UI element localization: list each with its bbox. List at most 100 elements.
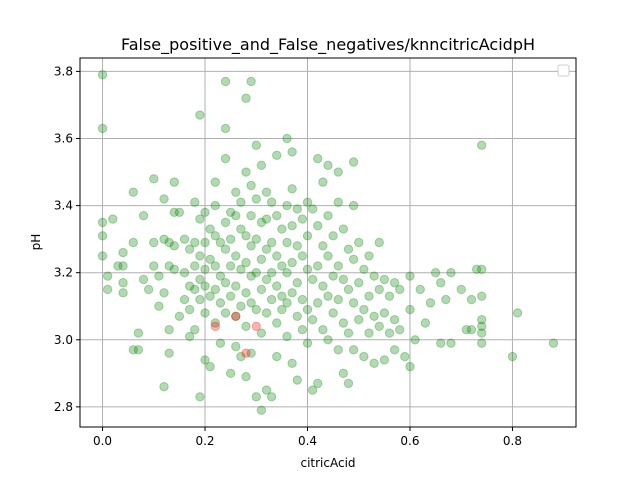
scatter-point-green bbox=[405, 271, 415, 281]
scatter-point-green bbox=[266, 197, 277, 207]
data-points bbox=[97, 70, 559, 415]
x-tick-label: 0.8 bbox=[503, 434, 522, 448]
scatter-point-green bbox=[359, 264, 369, 275]
scatter-point-green bbox=[282, 200, 292, 211]
scatter-point-green bbox=[200, 308, 210, 318]
scatter-point-green bbox=[159, 234, 169, 244]
scatter-point-green bbox=[118, 247, 128, 258]
scatter-point-green bbox=[477, 140, 487, 150]
scatter-point-green bbox=[210, 318, 220, 328]
scatter-point-green bbox=[400, 351, 410, 362]
scatter-point-green bbox=[102, 284, 113, 295]
scatter-point-green bbox=[471, 264, 482, 275]
scatter-point-green bbox=[138, 274, 149, 285]
scatter-point-green bbox=[282, 267, 292, 278]
scatter-point-green bbox=[359, 304, 369, 315]
scatter-point-green bbox=[512, 308, 523, 318]
scatter-point-green bbox=[354, 314, 364, 325]
scatter-point-green bbox=[251, 304, 261, 315]
scatter-point-green bbox=[210, 231, 220, 241]
scatter-point-green bbox=[246, 180, 256, 191]
scatter-point-green bbox=[261, 274, 272, 285]
scatter-point-green bbox=[97, 217, 108, 228]
scatter-point-green bbox=[246, 241, 256, 251]
scatter-point-green bbox=[266, 237, 277, 248]
scatter-point-green bbox=[241, 167, 251, 177]
scatter-point-green bbox=[220, 278, 231, 288]
scatter-point-green bbox=[215, 338, 226, 348]
scatter-point-green bbox=[133, 328, 144, 338]
scatter-point-green bbox=[343, 328, 354, 338]
scatter-point-green bbox=[282, 237, 292, 248]
scatter-point-green bbox=[369, 271, 379, 281]
scatter-point-green bbox=[343, 284, 354, 295]
scatter-point-green bbox=[225, 234, 236, 244]
scatter-point-green bbox=[236, 351, 246, 362]
scatter-point-green bbox=[307, 274, 318, 285]
scatter-point-green bbox=[297, 294, 308, 305]
scatter-point-green bbox=[220, 123, 231, 134]
scatter-point-green bbox=[149, 174, 159, 184]
scatter-point-green bbox=[379, 308, 390, 318]
scatter-point-green bbox=[338, 224, 349, 234]
y-tick-label: 3.8 bbox=[54, 64, 73, 78]
scatter-point-green bbox=[266, 267, 277, 278]
scatter-point-green bbox=[302, 304, 313, 315]
scatter-point-green bbox=[389, 345, 400, 355]
scatter-point-red bbox=[210, 321, 220, 332]
scatter-point-green bbox=[277, 304, 287, 315]
scatter-point-green bbox=[292, 241, 302, 251]
scatter-point-green bbox=[313, 261, 323, 271]
y-tick-label: 3.0 bbox=[54, 333, 73, 347]
scatter-point-green bbox=[164, 325, 174, 335]
scatter-point-green bbox=[302, 264, 313, 275]
scatter-point-green bbox=[231, 341, 241, 352]
scatter-point-green bbox=[190, 197, 200, 207]
scatter-point-green bbox=[328, 308, 338, 318]
scatter-point-green bbox=[164, 237, 174, 248]
scatter-point-green bbox=[241, 371, 251, 382]
scatter-point-green bbox=[190, 237, 200, 248]
scatter-point-green bbox=[272, 351, 282, 362]
scatter-point-green bbox=[261, 244, 272, 254]
scatter-point-green bbox=[215, 271, 226, 281]
scatter-point-green bbox=[338, 318, 349, 328]
x-tick-label: 0.2 bbox=[195, 434, 214, 448]
scatter-point-green bbox=[220, 217, 231, 228]
scatter-point-green bbox=[215, 237, 226, 248]
scatter-point-green bbox=[231, 187, 241, 197]
scatter-point-green bbox=[118, 288, 128, 298]
scatter-point-green bbox=[97, 70, 108, 80]
scatter-point-green bbox=[195, 392, 205, 402]
scatter-point-green bbox=[348, 254, 359, 264]
scatter-point-green bbox=[354, 237, 364, 248]
x-tick-label: 0.0 bbox=[93, 434, 112, 448]
scatter-point-green bbox=[179, 294, 190, 305]
scatter-point-green bbox=[287, 358, 297, 368]
scatter-point-green bbox=[405, 304, 415, 315]
scatter-point-green bbox=[292, 375, 302, 385]
scatter-point-green bbox=[256, 160, 267, 171]
scatter-point-green bbox=[292, 311, 302, 321]
scatter-point-green bbox=[251, 392, 261, 402]
scatter-point-green bbox=[97, 251, 108, 261]
scatter-point-green bbox=[466, 325, 477, 335]
scatter-point-green bbox=[287, 288, 297, 298]
scatter-point-green bbox=[302, 197, 313, 207]
scatter-point-green bbox=[246, 271, 256, 281]
x-tick-label: 0.4 bbox=[298, 434, 317, 448]
scatter-point-green bbox=[138, 210, 149, 221]
scatter-point-green bbox=[159, 288, 169, 298]
scatter-point-green bbox=[179, 234, 190, 244]
scatter-point-green bbox=[466, 294, 477, 305]
scatter-point-green bbox=[307, 385, 318, 395]
scatter-point-green bbox=[277, 291, 287, 301]
scatter-point-green bbox=[477, 291, 487, 301]
scatter-point-green bbox=[272, 318, 282, 328]
scatter-point-green bbox=[159, 382, 169, 392]
scatter-point-green bbox=[477, 264, 487, 275]
scatter-point-green bbox=[446, 267, 456, 278]
scatter-point-green bbox=[169, 207, 179, 218]
axis-ticks: 0.0 0.2 0.4 0.6 0.8 2.8 3.0 3.2 3.4 3.6 3.8 bbox=[54, 64, 522, 448]
scatter-point-green bbox=[246, 298, 256, 308]
